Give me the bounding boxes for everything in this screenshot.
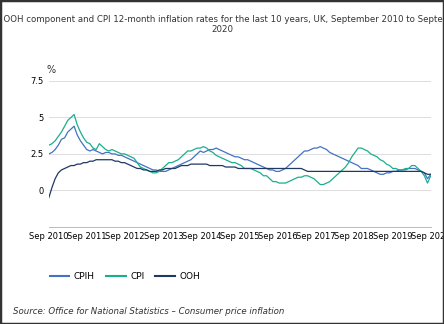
CPI [258,171,263,175]
Line: CPI: CPI [49,115,431,185]
CPIH [425,177,430,180]
CPI [406,167,411,170]
CPI [292,177,297,180]
CPI [428,174,433,178]
Line: OOH: OOH [49,160,431,198]
Text: CPIH, OOH component and CPI 12-month inflation rates for the last 10 years, UK, : CPIH, OOH component and CPI 12-month inf… [0,15,444,34]
CPIH [419,169,424,173]
CPI [71,113,77,117]
CPI [138,165,143,169]
CPI [46,143,52,147]
OOH [428,172,433,176]
Text: Source: Office for National Statistics – Consumer price inflation: Source: Office for National Statistics –… [13,307,285,316]
OOH [172,167,178,170]
OOH [292,167,297,170]
CPIH [46,152,52,156]
Text: %: % [47,65,56,75]
OOH [419,169,424,173]
CPIH [292,158,297,162]
OOH [46,196,52,200]
CPIH [138,162,143,166]
OOH [138,167,143,170]
CPIH [403,168,408,172]
CPIH [172,165,178,169]
OOH [258,167,263,170]
CPI [172,159,178,163]
OOH [94,158,99,162]
Legend: CPIH, CPI, OOH: CPIH, CPI, OOH [50,272,200,281]
CPIH [258,164,263,168]
OOH [403,169,408,173]
CPIH [71,124,77,128]
CPIH [428,172,433,176]
Line: CPIH: CPIH [49,126,431,179]
CPI [422,174,427,178]
CPI [317,183,323,187]
